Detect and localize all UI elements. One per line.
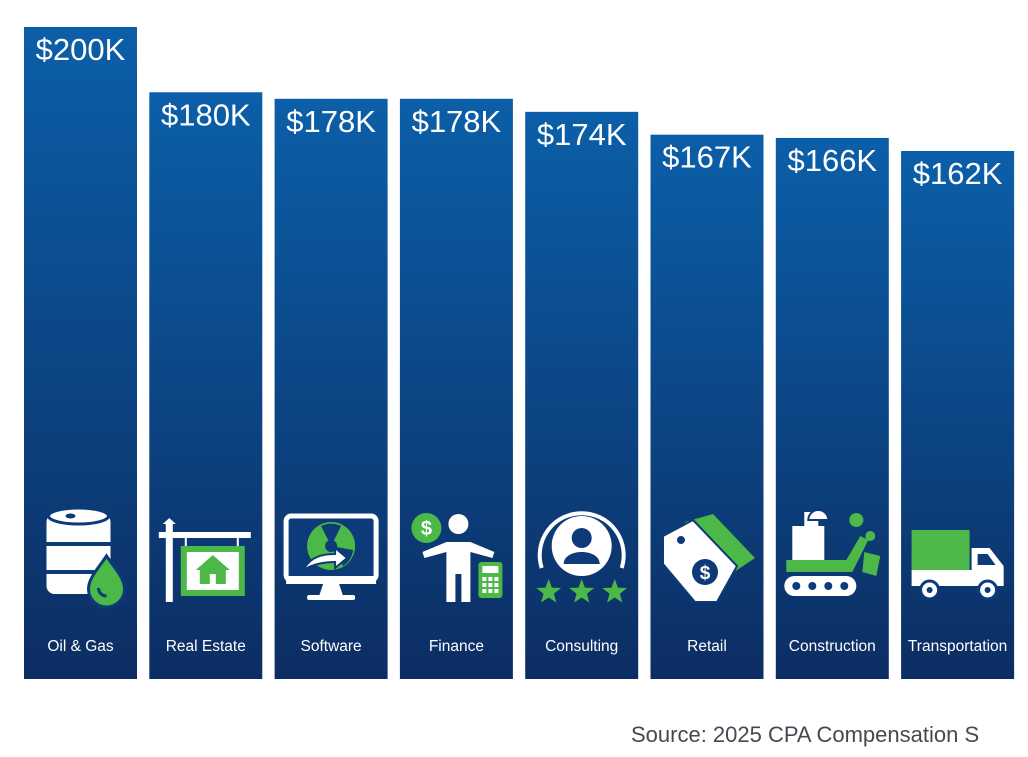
category-label: Oil & Gas xyxy=(47,638,114,655)
bar-group: $166K Construction xyxy=(775,137,889,679)
construction-excavator-icon xyxy=(784,509,881,596)
transportation-truck-icon xyxy=(911,530,1004,601)
source-note: Source: 2025 CPA Compensation S xyxy=(631,722,980,747)
bar-group: $200K Oil & Gas xyxy=(24,27,137,679)
value-label: $180K xyxy=(161,97,251,132)
value-label: $200K xyxy=(36,32,126,67)
category-label: Retail xyxy=(687,638,727,655)
bar-group: $167K $ Retail xyxy=(650,134,764,679)
bar-group: $162K Transportation xyxy=(901,151,1015,679)
category-label: Transportation xyxy=(908,638,1007,655)
bar-group: $180K Real Estate xyxy=(149,92,263,679)
category-label: Finance xyxy=(429,638,484,655)
value-label: $174K xyxy=(537,117,627,152)
software-monitor-icon xyxy=(283,513,379,600)
category-label: Real Estate xyxy=(166,638,246,655)
value-label: $162K xyxy=(913,156,1003,191)
value-label: $178K xyxy=(286,104,376,139)
retail-price-tag-icon: $ xyxy=(662,514,755,603)
finance-person-icon: $ xyxy=(411,513,503,602)
value-label: $166K xyxy=(787,143,877,178)
bar xyxy=(775,137,889,679)
bar-group: $174K Consulting xyxy=(525,111,639,679)
category-label: Consulting xyxy=(545,638,618,655)
real-estate-sign-icon xyxy=(158,518,251,602)
bar-group: $178K $ Finance xyxy=(399,98,513,679)
bar xyxy=(901,151,1015,679)
category-label: Construction xyxy=(789,638,876,655)
value-label: $178K xyxy=(412,104,502,139)
bar-group: $178K Software xyxy=(274,98,388,679)
oil-barrel-icon xyxy=(46,506,127,609)
category-label: Software xyxy=(301,638,362,655)
svg-text:$: $ xyxy=(700,563,711,584)
svg-text:$: $ xyxy=(421,518,432,540)
consulting-rating-icon xyxy=(536,511,628,603)
value-label: $167K xyxy=(662,140,752,175)
